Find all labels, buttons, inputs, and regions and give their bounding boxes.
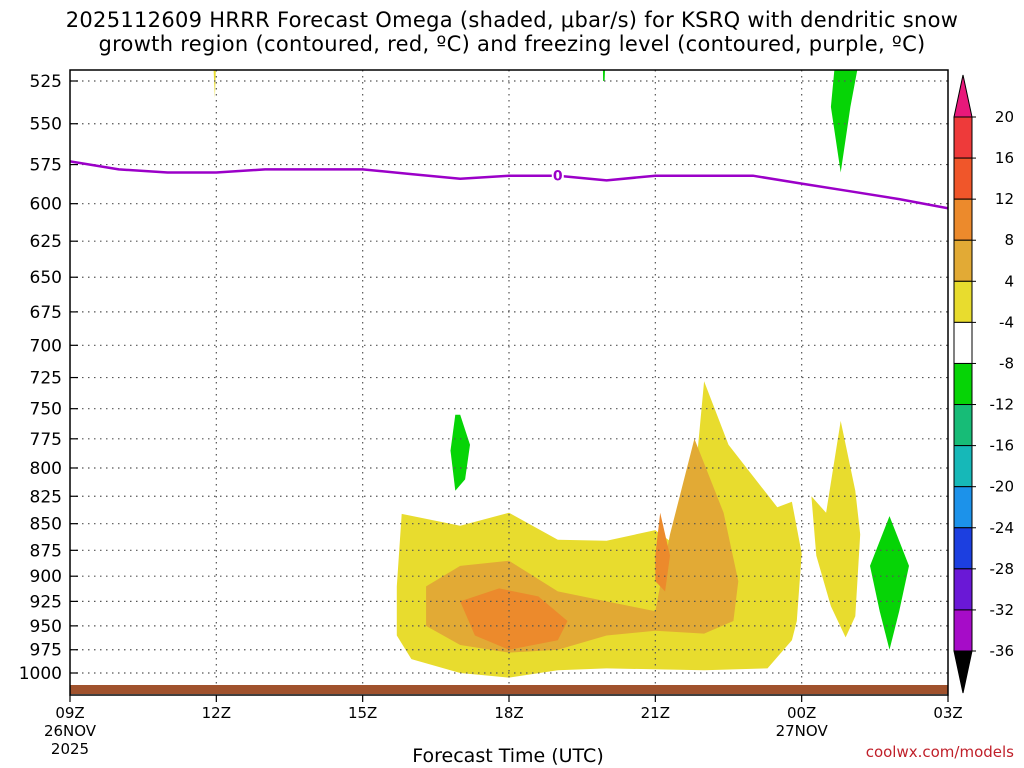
y-tick-label-775: 775 <box>30 430 62 450</box>
colorbar-swatch-1 <box>953 157 973 200</box>
freezing-level-label: 0 <box>553 169 563 185</box>
x-tick-label-15Z: 15Z <box>348 704 377 722</box>
colorbar-label--8: -8 <box>999 354 1014 372</box>
x-tick-label-03Z: 03Z <box>933 704 962 722</box>
freezing-label-backdrop <box>551 167 564 184</box>
colorbar-swatch-2 <box>953 198 973 241</box>
x-axis-label: Forecast Time (UTC) <box>412 745 603 767</box>
y-tick-label-550: 550 <box>30 115 62 135</box>
omega-region-6 <box>870 516 909 650</box>
y-tick-label-850: 850 <box>30 515 62 535</box>
y-tick-label-1000: 1000 <box>19 664 62 684</box>
colorbar-label--16: -16 <box>990 437 1015 455</box>
colorbar-label-20: 20 <box>995 108 1014 126</box>
y-tick-label-925: 925 <box>30 592 62 612</box>
x-tick-year-09Z: 2025 <box>51 740 89 758</box>
y-tick-label-875: 875 <box>30 541 62 561</box>
colorbar-swatch-10 <box>953 527 973 570</box>
colorbar-label--4: -4 <box>999 313 1014 331</box>
colorbar-swatch-9 <box>953 486 973 529</box>
colorbar-swatch-3 <box>953 239 973 282</box>
omega-region-5 <box>830 70 858 173</box>
y-tick-label-700: 700 <box>30 336 62 356</box>
x-tick-label-12Z: 12Z <box>202 704 231 722</box>
freezing-level-line <box>70 160 948 210</box>
colorbar-swatch-4 <box>953 280 973 323</box>
colorbar-swatch-7 <box>953 404 973 447</box>
ground-surface-bar <box>70 685 948 694</box>
gridlines <box>70 70 948 684</box>
y-tick-label-950: 950 <box>30 617 62 637</box>
omega-shading-layer <box>213 70 909 678</box>
y-tick-label-650: 650 <box>30 268 62 288</box>
y-tick-label-725: 725 <box>30 369 62 389</box>
colorbar-label--20: -20 <box>990 478 1015 496</box>
colorbar-swatch-6 <box>953 362 973 406</box>
colorbar-label--36: -36 <box>990 642 1015 660</box>
omega-region-9 <box>213 70 216 99</box>
omega-region-3 <box>655 512 670 592</box>
colorbar-top-arrow <box>953 74 973 118</box>
colorbar-swatch-5 <box>953 321 973 364</box>
colorbar-label--28: -28 <box>990 560 1015 578</box>
colorbar-label--32: -32 <box>990 601 1015 619</box>
y-tick-label-625: 625 <box>30 232 62 252</box>
x-tick-date-00Z: 27NOV <box>776 722 829 740</box>
colorbar-swatch-0 <box>953 116 973 159</box>
y-tick-label-750: 750 <box>30 400 62 420</box>
x-tick-label-00Z: 00Z <box>787 704 816 722</box>
chart-title-line-1: 2025112609 HRRR Forecast Omega (shaded, … <box>65 8 959 32</box>
y-tick-label-825: 825 <box>30 487 62 507</box>
x-tick-date-09Z: 26NOV <box>44 722 97 740</box>
y-tick-label-900: 900 <box>30 567 62 587</box>
freezing-level-layer: 0 <box>70 160 948 210</box>
colorbar-label--12: -12 <box>990 396 1015 414</box>
y-tick-label-800: 800 <box>30 459 62 479</box>
x-tick-label-09Z: 09Z <box>55 704 84 722</box>
y-tick-label-600: 600 <box>30 195 62 215</box>
chart-title-line-2: growth region (contoured, red, ºC) and f… <box>98 32 926 56</box>
omega-region-2 <box>460 588 568 650</box>
x-tick-label-21Z: 21Z <box>641 704 670 722</box>
colorbar-swatch-12 <box>953 609 973 652</box>
y-tick-label-675: 675 <box>30 303 62 323</box>
omega-region-4 <box>811 420 861 638</box>
x-tick-label-18Z: 18Z <box>494 704 523 722</box>
colorbar-label-4: 4 <box>1004 272 1014 290</box>
colorbar-label-8: 8 <box>1004 231 1014 249</box>
y-tick-label-975: 975 <box>30 641 62 661</box>
colorbar-swatch-8 <box>953 445 973 488</box>
omega-region-7 <box>450 414 470 491</box>
credit-text: coolwx.com/models <box>866 743 1014 761</box>
colorbar-label-12: 12 <box>995 190 1014 208</box>
y-tick-label-575: 575 <box>30 156 62 176</box>
colorbar-bottom-arrow <box>953 650 973 694</box>
colorbar-label-16: 16 <box>995 149 1014 167</box>
y-axis-ticks: 525 550 575 600 625 650 675 700 725 750 775 800 825 8… <box>19 72 78 684</box>
y-tick-label-525: 525 <box>30 72 62 92</box>
omega-region-8 <box>602 70 606 81</box>
colorbar-swatch-11 <box>953 568 973 611</box>
colorbar: 20 16 12 8 4 -4 -8 -12 -16 -20 -24 -28 -32 -36 <box>953 74 1015 694</box>
colorbar-label--24: -24 <box>990 519 1015 537</box>
